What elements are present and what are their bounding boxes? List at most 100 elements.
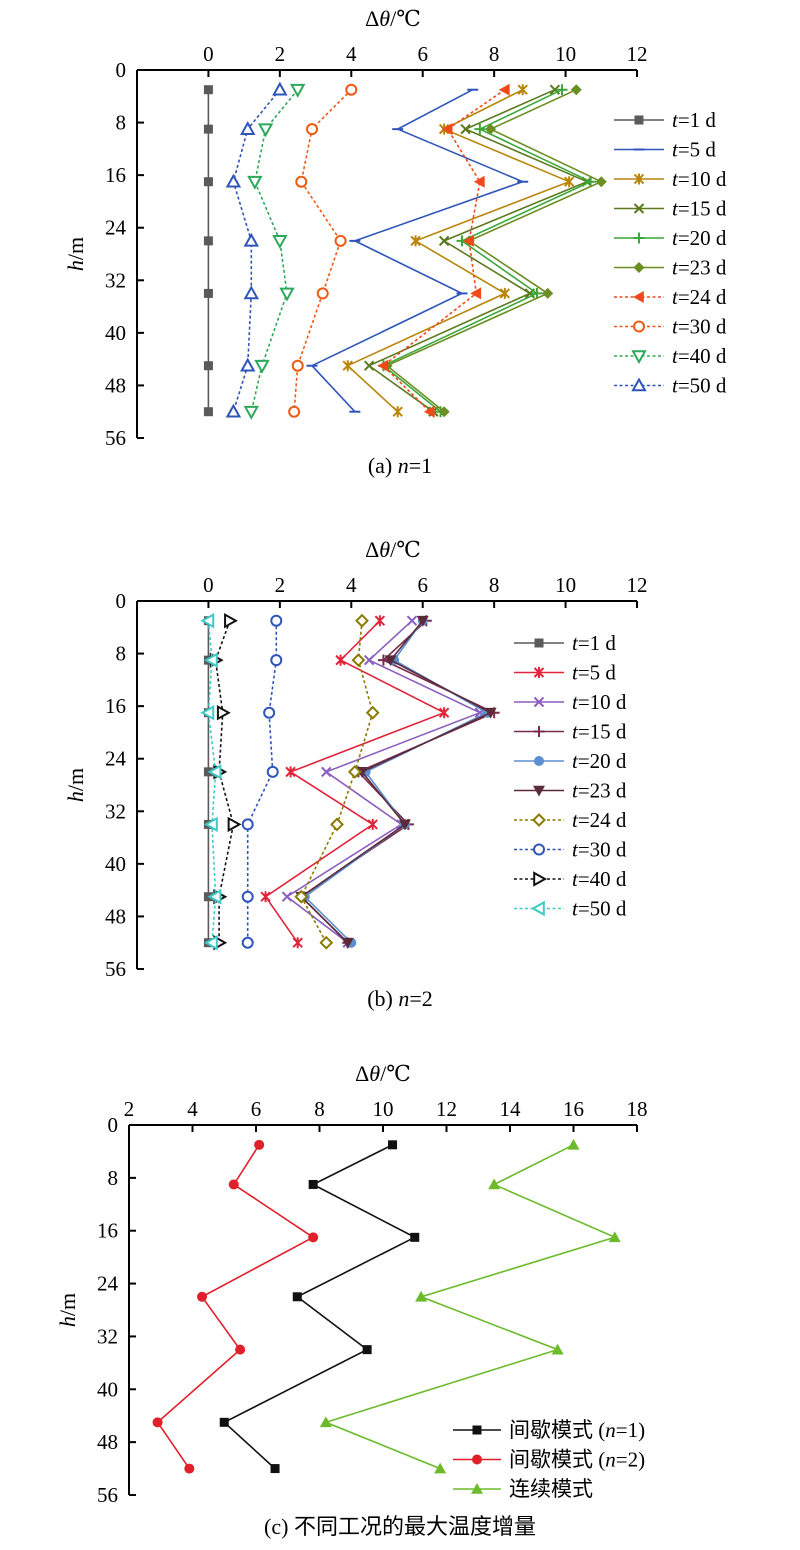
legend-label: t=40 d: [672, 344, 727, 368]
legend-label: t=23 d: [572, 779, 627, 803]
data-point: [203, 177, 213, 187]
x-axis-label: Δθ/℃: [355, 1061, 411, 1086]
legend-item: 连续模式: [453, 1477, 593, 1501]
data-point: [243, 232, 259, 247]
data-point: [224, 613, 238, 629]
data-point: [243, 405, 259, 420]
italic-span: t: [672, 138, 679, 162]
x-tick-label: 10: [555, 573, 576, 597]
text-span: =50 d: [578, 897, 627, 921]
x-tick-label: 2: [275, 573, 286, 597]
italic-span: t: [672, 226, 679, 250]
data-point: [384, 655, 397, 667]
legend-label: t=50 d: [572, 897, 627, 921]
italic-span: n: [605, 1448, 616, 1472]
data-point: [321, 766, 332, 778]
text-span: 间歇模式 (: [509, 1448, 605, 1472]
data-point: [499, 287, 511, 299]
x-tick-label: 4: [346, 573, 357, 597]
data-point: [470, 287, 482, 300]
series--2: [319, 1138, 621, 1474]
data-point: [406, 615, 418, 626]
data-point: [203, 85, 213, 95]
text-span: /℃: [390, 537, 421, 562]
y-axis-label: h/m: [63, 237, 88, 271]
text-span: =5 d: [578, 661, 617, 685]
data-point: [316, 287, 329, 300]
data-point: [330, 817, 344, 832]
data-point: [203, 407, 213, 417]
legend-label: t=40 d: [572, 867, 627, 891]
legend-marker: [633, 291, 644, 303]
data-point: [473, 175, 485, 188]
text-span: =23 d: [678, 256, 727, 280]
x-tick-label: 2: [275, 42, 286, 66]
data-point: [254, 359, 270, 374]
data-point: [254, 1139, 265, 1150]
y-tick-label: 32: [105, 799, 126, 823]
italic-span: h: [63, 791, 88, 802]
y-tick-label: 56: [105, 957, 126, 981]
y-tick-label: 40: [97, 1377, 118, 1401]
series-line: [310, 88, 525, 413]
text-span: =20 d: [678, 226, 727, 250]
series-line: [156, 1144, 315, 1470]
data-point: [345, 83, 358, 96]
y-tick-label: 56: [105, 426, 126, 450]
text-span: /m: [63, 768, 88, 791]
data-point: [567, 1138, 580, 1150]
legend-marker: [533, 843, 545, 856]
italic-span: θ: [379, 6, 390, 31]
y-tick-label: 0: [116, 58, 127, 82]
data-point: [200, 705, 215, 721]
text-span: =24 d: [678, 285, 727, 309]
data-point: [203, 288, 213, 298]
italic-span: t: [572, 749, 579, 773]
series-line: [300, 620, 497, 944]
data-point: [485, 123, 497, 135]
legend-marker: [633, 173, 645, 185]
italic-span: t: [672, 197, 679, 221]
data-point: [270, 614, 283, 627]
legend-item: t=15 d: [614, 197, 727, 221]
italic-span: θ: [379, 537, 390, 562]
series-t-50-d-9: [225, 81, 288, 418]
legend-marker: [633, 232, 645, 244]
series-t-50-d-9: [200, 613, 222, 951]
data-point: [460, 123, 471, 135]
data-point: [392, 406, 403, 418]
data-point: [241, 818, 254, 831]
x-tick-label: 12: [627, 42, 648, 66]
x-tick-label: 18: [627, 1097, 648, 1121]
italic-span: n: [398, 986, 409, 1011]
data-point: [423, 405, 435, 418]
data-point: [247, 175, 263, 190]
series-t-23-d-5: [381, 84, 607, 418]
panel-caption: (a) n=1: [368, 453, 432, 478]
italic-span: θ: [369, 1061, 380, 1086]
x-tick-label: 8: [489, 573, 500, 597]
legend-label: t=20 d: [672, 226, 727, 250]
y-tick-label: 16: [105, 694, 126, 718]
series-t-5-d-1: [260, 615, 450, 949]
legend-item: 间歇模式 (n=2): [453, 1448, 645, 1472]
y-tick-label: 48: [97, 1430, 118, 1454]
y-tick-label: 32: [105, 268, 126, 292]
series-t-10-d-2: [281, 615, 486, 948]
series-t-5-d-1: [306, 88, 529, 413]
text-span: =1 d: [678, 108, 717, 132]
data-point: [270, 654, 283, 667]
data-point: [292, 1292, 302, 1302]
data-point: [306, 123, 318, 136]
data-point: [270, 1464, 280, 1474]
data-point: [308, 1232, 319, 1243]
x-tick-label: 4: [187, 1097, 198, 1121]
legend-marker: [631, 377, 647, 392]
series-line: [285, 620, 482, 944]
series-t-15-d-3: [363, 84, 593, 417]
y-tick-label: 32: [97, 1324, 118, 1348]
text-span: =1: [409, 453, 432, 478]
panel-caption: (b) n=2: [367, 986, 433, 1011]
legend-item: t=40 d: [514, 867, 627, 891]
